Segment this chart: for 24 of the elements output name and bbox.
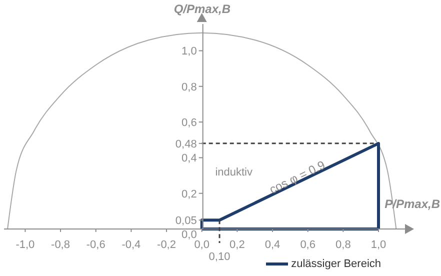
ref-line-label: 0,10 bbox=[208, 251, 230, 263]
annotation: induktiv bbox=[215, 166, 253, 179]
y-tick-label: 1,0 bbox=[182, 46, 197, 58]
x-tick-label: -0,6 bbox=[86, 238, 106, 251]
x-tick-label: 0,2 bbox=[230, 238, 245, 251]
x-tick-label: 0,8 bbox=[336, 238, 351, 251]
y-tick-label: 0,2 bbox=[182, 188, 197, 200]
x-tick-label: 1,0 bbox=[370, 238, 386, 251]
y-tick-label: 0,0 bbox=[182, 229, 197, 241]
x-tick-label: -0,2 bbox=[157, 238, 176, 251]
y-tick-label: 0,05 bbox=[175, 215, 197, 228]
y-axis-title: Q/Pmax,B bbox=[174, 2, 231, 16]
y-tick-label: 0,6 bbox=[182, 117, 197, 130]
x-tick-label: -0,8 bbox=[51, 238, 70, 251]
y-tick-label: 0,4 bbox=[182, 152, 197, 165]
x-tick-label: -0,4 bbox=[122, 238, 141, 251]
annotation: cos φ = 0.9 bbox=[267, 158, 328, 197]
x-tick-label: -1,0 bbox=[16, 238, 35, 251]
legend-label: zulässiger Bereich bbox=[291, 258, 381, 270]
x-tick-label: 0,6 bbox=[300, 238, 316, 251]
x-tick-label: 0,0 bbox=[194, 238, 210, 251]
y-tick-label: 0,48 bbox=[175, 138, 197, 150]
y-tick-label: 0,8 bbox=[182, 81, 197, 94]
x-tick-label: 0,4 bbox=[264, 238, 280, 251]
